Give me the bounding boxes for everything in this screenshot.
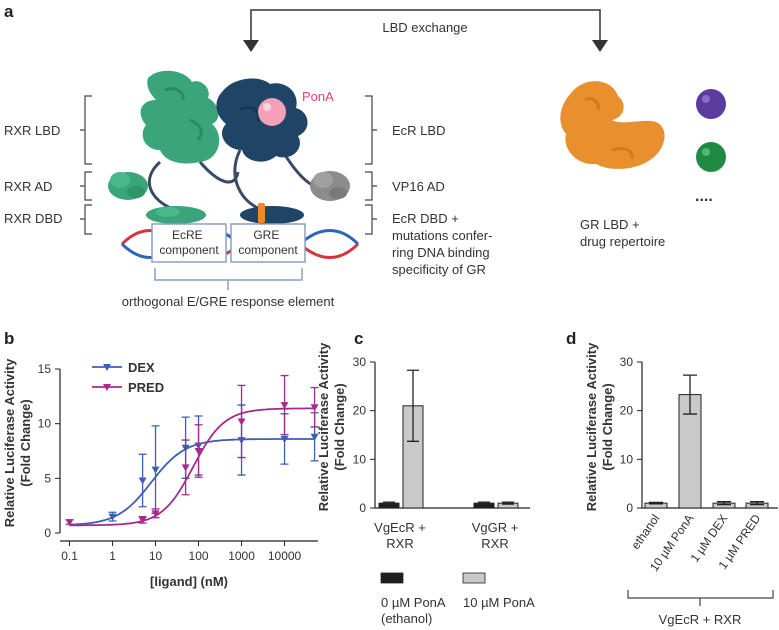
ecr-lbd-label: EcR LBD [392,123,445,138]
error-bar [407,369,419,442]
error-bar [717,501,731,506]
legend-marker-pred [103,384,111,391]
error-bar [383,501,395,505]
legend-label: 0 µM PonA (ethanol) [381,595,446,626]
y-tick-label: 0 [359,501,366,515]
green-drug-ball [696,142,726,172]
chart-b: 0 5 10 15 0.1 1 10 100 1000 10000 [ligand] (nM) Rel… [2,358,319,589]
ecr-dbd-shape [240,203,304,224]
y-axis-title: Relative Luciferase Activity(Fold Change… [316,342,347,511]
legend-label-dex: DEX [128,360,155,375]
rxr-ad-shape [108,172,148,200]
data-point-pred [194,448,203,455]
x-axis-title: [ligand] (nM) [150,574,228,589]
receptor-complex-illustration [108,70,360,290]
lbd-exchange-arrows [243,9,608,52]
panel-d-label: d [566,329,576,348]
drug-ellipsis: .... [695,188,713,205]
error-bar [502,501,514,505]
error-bar [649,501,663,505]
data-point-dex [310,433,319,441]
data-point-dex [151,466,160,474]
x-tick-label: 10000 [268,549,302,563]
y-tick-label: 10 [38,417,52,431]
error-bar [478,501,490,505]
axes [641,362,778,509]
ecr-dbd-label: EcR DBD + mutations confer- ring DNA bin… [392,211,496,277]
y-tick-label: 5 [44,471,51,485]
lbd-exchange-label: LBD exchange [382,20,467,35]
rxr-lbd-shape [140,70,220,164]
legend-label: 10 µM PonA [463,595,535,610]
rxr-dbd-label: RXR DBD [4,211,63,226]
ecre-component-label: EcRE component [159,228,219,257]
x-tick-label: 0.1 [61,549,78,563]
y-tick-label: 10 [620,452,634,466]
purple-drug-ball [696,89,726,119]
right-brackets [365,95,377,235]
data-point-pred [181,464,190,472]
group-bracket [627,590,774,606]
legend-marker-dex [103,364,111,371]
data-point-pred [151,510,160,518]
data-point-pred [65,519,74,527]
y-tick-label: 10 [353,452,367,466]
y-axis-title: Relative Luciferase Activity(Fold Change… [2,358,33,527]
y-tick-label: 30 [353,355,367,369]
x-tick-label: 1000 [228,549,255,563]
gr-illustration [560,81,726,172]
data-point-pred [280,402,289,410]
y-tick-label: 15 [38,362,52,376]
gre-component-label: GRE component [238,228,298,257]
data-point-dex [280,435,289,443]
left-brackets [80,95,92,235]
chart-c: 0 10 20 30 Relative Luciferase Activity(Fold… [316,342,535,626]
vp16-ad-shape [310,171,350,201]
chart-d: 0 10 20 30 Relative Luciferase Activity(Fold… [584,342,778,627]
gr-lbd-shape [560,81,665,169]
category-label: ethanol [628,512,662,552]
error-bar [683,374,697,415]
fit-curve-dex [69,438,315,526]
x-tick-label: 100 [189,549,209,563]
pona-label: PonA [302,89,334,104]
data-point-dex [138,477,147,485]
data-point-pred [138,516,147,524]
y-tick-label: 30 [620,355,634,369]
y-axis-title: Relative Luciferase Activity(Fold Change… [584,342,615,511]
rxr-ad-label: RXR AD [4,179,52,194]
y-tick-label: 20 [353,404,367,418]
pona-ball [258,98,286,126]
y-tick-label: 0 [626,501,633,515]
panel-a-label: a [4,2,14,21]
data-point-pred [310,404,319,412]
legend-swatch [462,572,486,584]
category-label: VgEcR + RXR [374,520,426,551]
axes [374,362,530,509]
category-label: VgGR + RXR [472,520,519,551]
panel-b-label: b [4,329,14,348]
vp16-ad-label: VP16 AD [392,179,445,194]
data-point-dex [108,513,117,521]
legend-label-pred: PRED [128,380,164,395]
gr-lbd-label: GR LBD + drug repertoire [580,217,665,249]
x-tick-label: 1 [109,549,116,563]
panel-c-label: c [354,329,363,348]
x-tick-label: 10 [149,549,163,563]
error-bar [750,501,764,506]
y-tick-label: 0 [44,526,51,540]
rxr-dbd-shape [146,206,206,224]
y-tick-label: 20 [620,404,634,418]
fit-curve-pred [69,407,315,527]
data-point-pred [237,418,246,426]
rxr-lbd-label: RXR LBD [4,123,60,138]
response-element-label: orthogonal E/GRE response element [122,294,335,309]
group-label: VgEcR + RXR [659,612,742,627]
legend-swatch [380,572,404,584]
